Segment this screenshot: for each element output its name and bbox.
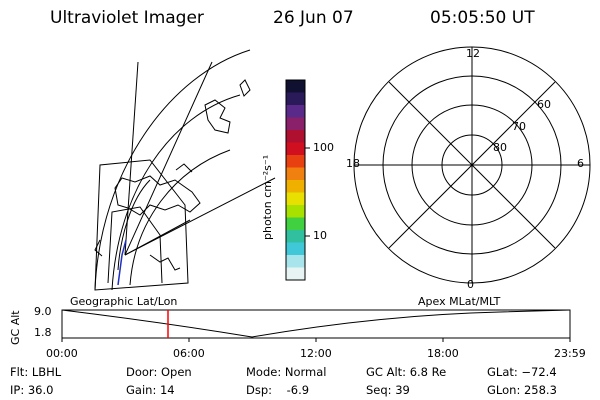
satellite-track	[117, 239, 127, 286]
colorbar-band	[286, 105, 305, 118]
colorbar-band	[286, 130, 305, 143]
glat-field: GLat: −72.4	[487, 365, 557, 379]
mlat-label-80: 80	[493, 141, 507, 154]
altitude-ytick-high: 9.0	[34, 305, 52, 318]
filter-field: Flt: LBHL	[10, 365, 62, 379]
colorbar-band	[286, 92, 305, 106]
colorbar-band	[286, 192, 305, 206]
instrument-title: Ultraviolet Imager	[50, 8, 204, 28]
colorbar-band	[286, 142, 305, 156]
mlat-label-70: 70	[512, 120, 526, 133]
colorbar-tick-label-10: 10	[313, 229, 327, 242]
mlt-label-6: 6	[577, 157, 584, 170]
colorbar-band	[286, 230, 305, 243]
mlt-label-12: 12	[466, 47, 480, 60]
colorbar-unit-label: photon cm⁻²s⁻¹	[261, 154, 274, 240]
geographic-panel-label: Geographic Lat/Lon	[70, 295, 178, 308]
mlt-label-18: 18	[346, 157, 360, 170]
mode-field: Mode: Normal	[246, 365, 327, 379]
glon-field: GLon: 258.3	[487, 383, 557, 397]
colorbar-band	[286, 167, 305, 181]
colorbar-band	[286, 267, 305, 281]
altitude-x-ticks	[61, 338, 571, 342]
colorbar-band	[286, 217, 305, 231]
observation-date: 26 Jun 07	[273, 8, 354, 28]
colorbar-frame	[285, 79, 306, 281]
observation-time: 05:05:50 UT	[430, 8, 535, 28]
colorbar-band	[286, 205, 305, 218]
colorbar-band	[286, 180, 305, 193]
polar-plot	[353, 46, 591, 284]
altitude-ytick-low: 1.8	[34, 326, 52, 339]
altitude-xtick-2: 12:00	[300, 347, 332, 360]
geographic-map	[94, 49, 276, 291]
mlt-label-0: 0	[467, 278, 474, 291]
altitude-xtick-0: 00:00	[46, 347, 78, 360]
colorbar-band	[286, 255, 305, 268]
altitude-curve	[61, 309, 571, 338]
gain-field: Gain: 14	[126, 383, 175, 397]
altitude-y-label: GC Alt	[9, 310, 22, 345]
door-field: Door: Open	[126, 365, 192, 379]
seq-field: Seq: 39	[366, 383, 410, 397]
gc-alt-field: GC Alt: 6.8 Re	[366, 365, 447, 379]
colorbar-band	[286, 155, 305, 168]
colorbar-band	[286, 80, 305, 93]
altitude-plot-frame	[61, 309, 571, 339]
apex-panel-label: Apex MLat/MLT	[418, 295, 501, 308]
ip-field: IP: 36.0	[10, 383, 54, 397]
altitude-xtick-3: 18:00	[427, 347, 459, 360]
mlat-label-60: 60	[537, 98, 551, 111]
altitude-xtick-1: 06:00	[173, 347, 205, 360]
colorbar-tick-label-100: 100	[313, 141, 334, 154]
altitude-xtick-4: 23:59	[554, 347, 586, 360]
colorbar	[286, 80, 305, 281]
colorbar-band	[286, 242, 305, 256]
dsp-field: Dsp: -6.9	[246, 383, 310, 397]
colorbar-band	[286, 117, 305, 131]
